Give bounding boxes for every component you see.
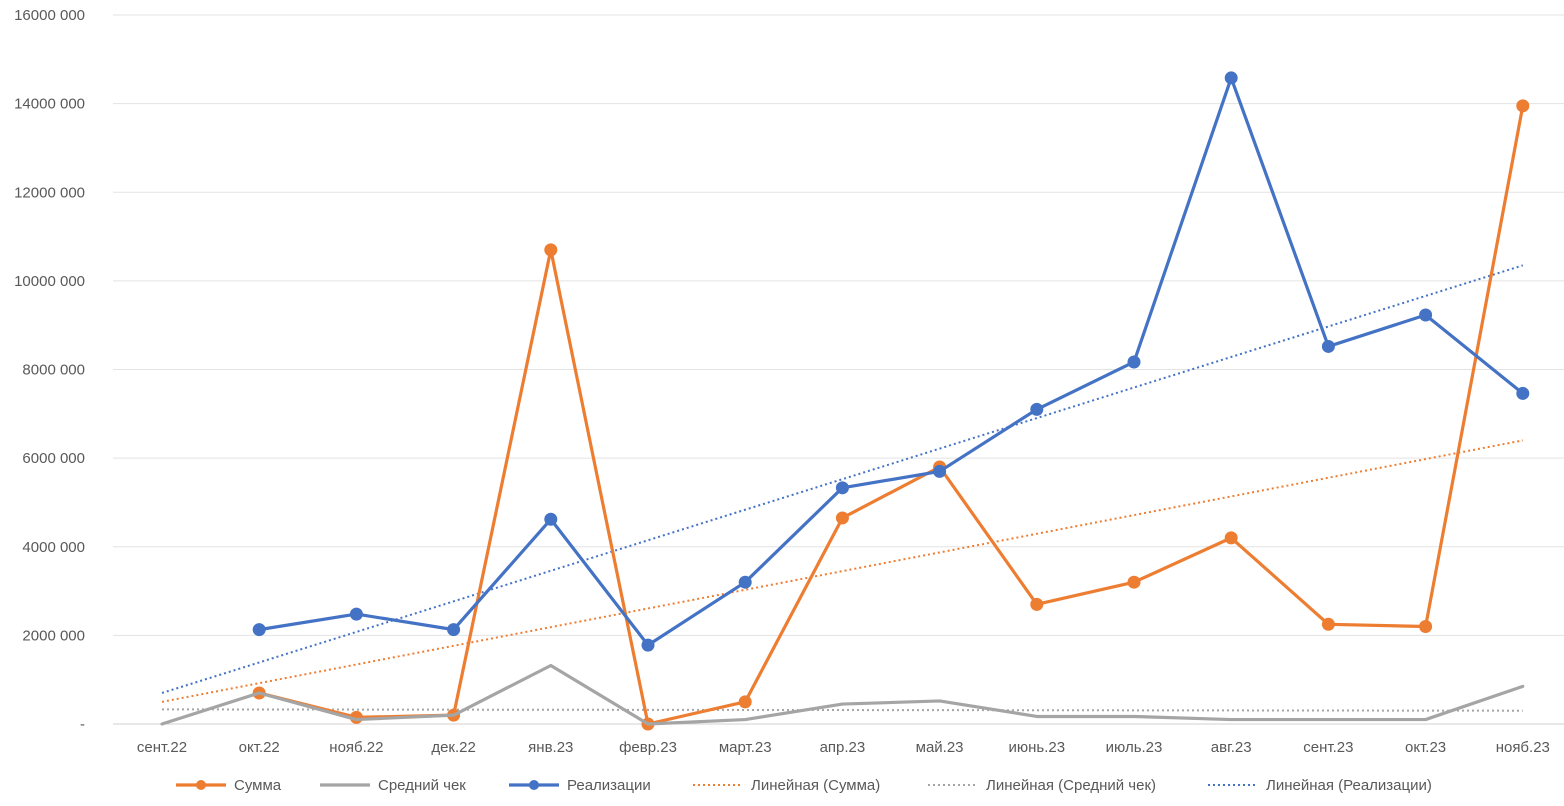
legend-item-линейная-сумма: Линейная (Сумма): [693, 777, 880, 794]
data-point-реализации: [1419, 308, 1433, 322]
y-tick-label: 10000 000: [14, 273, 85, 290]
trendline-линейная-реализации: [161, 264, 1524, 694]
data-point-реализации: [933, 464, 947, 478]
legend-item-реализации: Реализации: [509, 777, 651, 794]
data-point-реализации: [1516, 386, 1530, 400]
legend-label: Линейная (Сумма): [751, 777, 880, 794]
series-line-сумма: [257, 104, 1525, 726]
data-point-сумма: [835, 511, 849, 525]
legend-item-сумма: Сумма: [176, 777, 282, 794]
data-point-сумма: [738, 695, 752, 709]
y-tick-label: 16000 000: [14, 7, 85, 24]
legend-label: Линейная (Реализации): [1266, 777, 1432, 794]
x-tick-label: апр.23: [820, 739, 866, 756]
x-tick-label: янв.23: [528, 739, 573, 756]
x-tick-label: нояб.23: [1496, 739, 1550, 756]
data-point-реализации: [1030, 402, 1044, 416]
x-tick-label: июль.23: [1106, 739, 1163, 756]
y-tick-label: -: [80, 716, 85, 733]
data-point-реализации: [252, 623, 266, 637]
x-tick-label: сент.22: [137, 739, 187, 756]
series-line-средний-чек: [160, 663, 1525, 726]
x-tick-label: дек.22: [431, 739, 476, 756]
legend-label: Реализации: [567, 777, 651, 794]
gridlines: [113, 14, 1564, 725]
x-tick-label: окт.23: [1405, 739, 1446, 756]
y-tick-label: 6000 000: [22, 450, 85, 467]
data-point-реализации: [738, 575, 752, 589]
data-point-реализации: [447, 623, 461, 637]
y-axis-labels: - 2000 000 4000 000 6000 000 8000 000 10000 0…: [14, 7, 85, 733]
trendlines: [161, 264, 1524, 712]
x-tick-label: март.23: [719, 739, 772, 756]
legend: Сумма Средний чек Реализации Линейная (Сумм…: [176, 777, 1432, 794]
data-point-реализации: [641, 638, 655, 652]
data-point-сумма: [1127, 575, 1141, 589]
y-tick-label: 14000 000: [14, 96, 85, 113]
legend-item-средний-чек: Средний чек: [320, 777, 466, 794]
data-point-сумма: [1321, 617, 1335, 631]
data-point-реализации: [544, 512, 558, 526]
data-point-реализации: [1224, 71, 1238, 85]
x-tick-label: июнь.23: [1009, 739, 1066, 756]
legend-item-линейная-реализации: Линейная (Реализации): [1208, 777, 1432, 794]
data-point-реализации: [349, 607, 363, 621]
legend-label: Средний чек: [378, 777, 466, 794]
x-tick-label: авг.23: [1211, 739, 1252, 756]
x-tick-label: февр.23: [619, 739, 677, 756]
legend-item-линейная-средний-чек: Линейная (Средний чек): [928, 777, 1156, 794]
data-point-сумма: [1030, 597, 1044, 611]
legend-label: Сумма: [234, 777, 282, 794]
data-point-сумма: [1516, 99, 1530, 113]
data-point-реализации: [1321, 339, 1335, 353]
y-tick-label: 2000 000: [22, 627, 85, 644]
legend-label: Линейная (Средний чек): [986, 777, 1156, 794]
trendline-линейная-средний-чек: [161, 708, 1523, 712]
x-tick-label: окт.22: [239, 739, 280, 756]
data-point-реализации: [1127, 355, 1141, 369]
y-tick-label: 8000 000: [22, 362, 85, 379]
legend-marker: [196, 780, 206, 790]
x-tick-label: нояб.22: [329, 739, 383, 756]
x-tick-label: сент.23: [1303, 739, 1353, 756]
y-tick-label: 12000 000: [14, 184, 85, 201]
data-point-сумма: [544, 243, 558, 257]
data-point-сумма: [1419, 620, 1433, 634]
data-point-сумма: [1224, 531, 1238, 545]
legend-marker: [529, 780, 539, 790]
data-point-реализации: [835, 481, 849, 495]
y-tick-label: 4000 000: [22, 539, 85, 556]
trendline-линейная-сумма: [161, 439, 1523, 703]
x-tick-label: май.23: [916, 739, 964, 756]
series-line-реализации: [257, 76, 1525, 647]
x-axis-labels: сент.22 окт.22 нояб.22 дек.22 янв.23 февр.23 м…: [137, 739, 1550, 756]
series-lines: [160, 71, 1530, 731]
